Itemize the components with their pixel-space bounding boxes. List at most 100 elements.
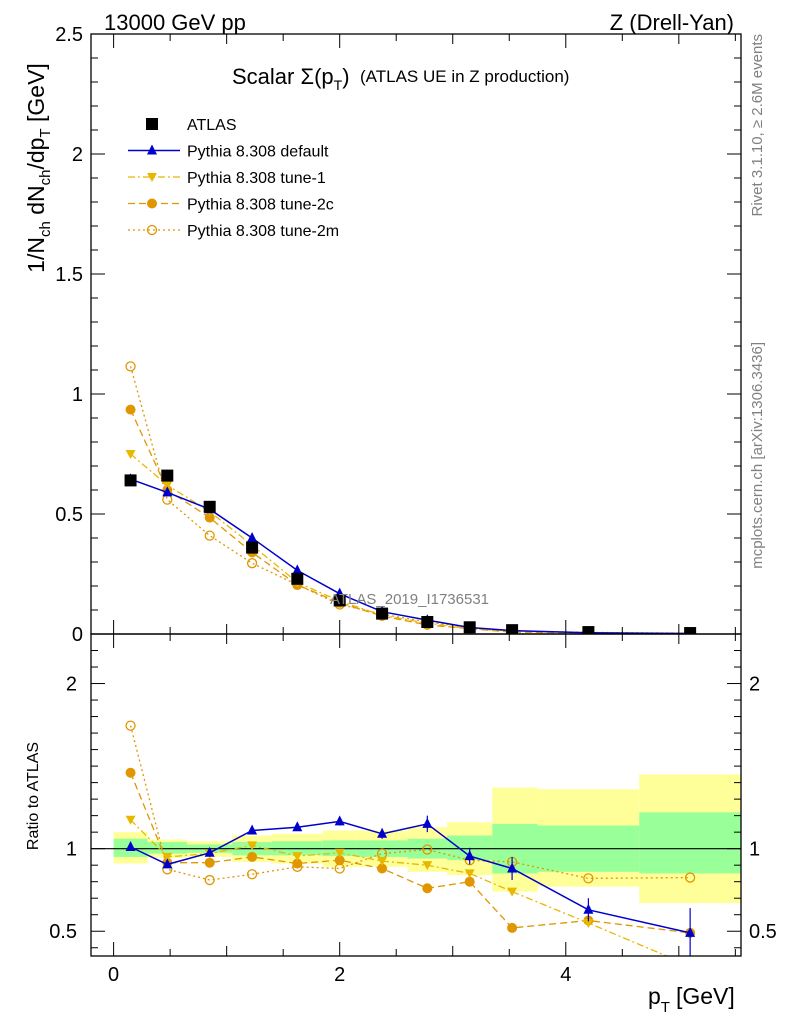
- y-axis-label-main: 1/Nch dNch/dpT [GeV]: [23, 63, 54, 273]
- ratio-point-default: [334, 815, 345, 826]
- ratio-line-default: [130, 820, 691, 934]
- legend: ATLAS Pythia 8.308 default Pythia 8.308 tu…: [128, 117, 339, 240]
- ratio-point-tune1: [125, 815, 136, 825]
- analysis-watermark: ATLAS_2019_I1736531: [330, 591, 489, 608]
- ratio-line-tune2m: [129, 725, 691, 881]
- main-series-tune1: [125, 450, 696, 634]
- mcplots-label: mcplots.cern.ch [arXiv:1306.3436]: [749, 342, 766, 569]
- ratio-point-tune2c: [204, 857, 215, 868]
- main-point-atlas: [124, 474, 137, 487]
- ratio-y-tick-label-left: 0.5: [49, 921, 77, 943]
- legend-marker-tune2c: [147, 198, 157, 209]
- legend-marker-tune2m: [146, 224, 158, 236]
- ratio-point-tune2c: [334, 855, 345, 866]
- ratio-y-tick-label-left: 2: [66, 674, 77, 696]
- main-point-atlas: [246, 541, 259, 554]
- legend-label-tune2c: Pythia 8.308 tune-2c: [187, 197, 334, 214]
- ratio-point-tune2c: [464, 876, 475, 887]
- ratio-point-tune2m: [204, 874, 215, 886]
- main-point-atlas: [582, 626, 595, 634]
- ratio-point-tune1: [162, 852, 173, 862]
- ratio-panel-frame: [90, 633, 742, 957]
- main-y-tick-label: 0.5: [55, 504, 83, 526]
- main-point-tune2m: [204, 530, 215, 541]
- ratio-point-tune1: [464, 869, 475, 879]
- frame-layer: [90, 33, 742, 957]
- ratio-point-tune1: [292, 852, 303, 862]
- main-y-tick-label: 0: [72, 624, 83, 646]
- main-point-atlas: [463, 621, 476, 634]
- legend-item-atlas: ATLAS: [146, 117, 237, 134]
- ratio-point-default: [507, 862, 518, 873]
- main-y-tick-label: 1.5: [55, 264, 83, 286]
- main-y-tick-label: 2: [72, 144, 83, 166]
- ratio-point-tune2m: [422, 844, 433, 855]
- ratio-y-tick-label-right: 2: [749, 674, 760, 696]
- main-point-atlas: [506, 624, 519, 634]
- main-point-default: [162, 486, 173, 497]
- ratio-point-tune2c: [422, 883, 433, 894]
- x-axis-label: pT [GeV]: [648, 983, 735, 1016]
- legend-label-default: Pythia 8.308 default: [187, 144, 329, 161]
- ratio-point-tune2c: [377, 863, 388, 874]
- ratio-y-tick-label-right: 1: [749, 839, 760, 861]
- ratio-point-tune2m: [583, 873, 594, 884]
- ratio-y-tick-label-left: 1: [66, 839, 77, 861]
- ratio-point-default: [422, 817, 433, 828]
- legend-marker-default: [147, 144, 157, 155]
- plot-title-main: Scalar Σ(p: [232, 64, 334, 89]
- main-point-tune2c: [125, 404, 136, 415]
- ratio-point-default: [162, 858, 173, 869]
- ratio-point-tune2c: [247, 851, 258, 862]
- main-point-tune2m: [125, 361, 136, 372]
- tick-layer: 0 2 4 0 0.5 1 1.5 2 2.5 0.5 0.5 1 1 2 2: [49, 24, 777, 986]
- ratio-point-default: [685, 926, 696, 937]
- header-left: 13000 GeV pp: [104, 10, 246, 35]
- main-point-tune2c: [204, 512, 215, 523]
- x-axis-label-unit: [GeV]: [676, 983, 735, 1009]
- series-layer: [124, 361, 697, 971]
- plot-title: Scalar Σ(pT): [232, 64, 350, 93]
- x-tick-label: 0: [108, 964, 119, 986]
- ratio-series-default: [125, 815, 696, 956]
- ratio-point-tune2m: [125, 720, 136, 731]
- main-series-default: [125, 473, 694, 634]
- ratio-point-tune2c: [292, 858, 303, 869]
- main-point-default: [247, 532, 258, 542]
- plot-title-tail: (ATLAS UE in Z production): [360, 67, 569, 86]
- legend-item-tune1: Pythia 8.308 tune-1: [128, 170, 326, 187]
- ratio-point-tune1: [685, 962, 695, 971]
- main-point-atlas: [291, 572, 304, 585]
- main-point-atlas: [333, 594, 346, 607]
- ratio-point-tune2c: [125, 767, 136, 778]
- x-axis-label-sub: T: [661, 999, 670, 1016]
- ratio-point-tune1: [334, 848, 345, 858]
- main-point-atlas: [376, 607, 389, 620]
- legend-marker-tune1: [147, 173, 157, 182]
- main-y-tick-label: 2.5: [55, 24, 83, 46]
- ratio-point-default: [247, 824, 258, 835]
- main-point-atlas: [421, 616, 434, 628]
- legend-marker-atlas: [146, 118, 158, 130]
- ratio-point-default: [204, 846, 215, 857]
- legend-item-tune2c: Pythia 8.308 tune-2c: [128, 197, 334, 214]
- plot-title-sub: T: [334, 77, 343, 93]
- main-series-atlas: [124, 469, 697, 634]
- ratio-point-tune1: [507, 887, 518, 897]
- main-point-tune1: [125, 450, 136, 459]
- ratio-point-tune1: [422, 861, 433, 871]
- main-line-default: [130, 478, 691, 634]
- ratio-point-default: [125, 841, 136, 852]
- main-point-default: [292, 564, 303, 575]
- main-point-tune2m: [246, 558, 258, 569]
- ratio-point-tune1: [377, 857, 388, 867]
- ratio-line-tune2c: [129, 772, 691, 934]
- main-point-atlas: [161, 469, 174, 482]
- legend-item-tune2m: Pythia 8.308 tune-2m: [128, 223, 339, 240]
- main-y-tick-label: 1: [72, 384, 83, 406]
- ratio-point-default: [292, 821, 303, 832]
- x-axis-label-main: p: [648, 983, 661, 1009]
- legend-label-tune1: Pythia 8.308 tune-1: [187, 170, 326, 187]
- ratio-point-default: [377, 827, 388, 838]
